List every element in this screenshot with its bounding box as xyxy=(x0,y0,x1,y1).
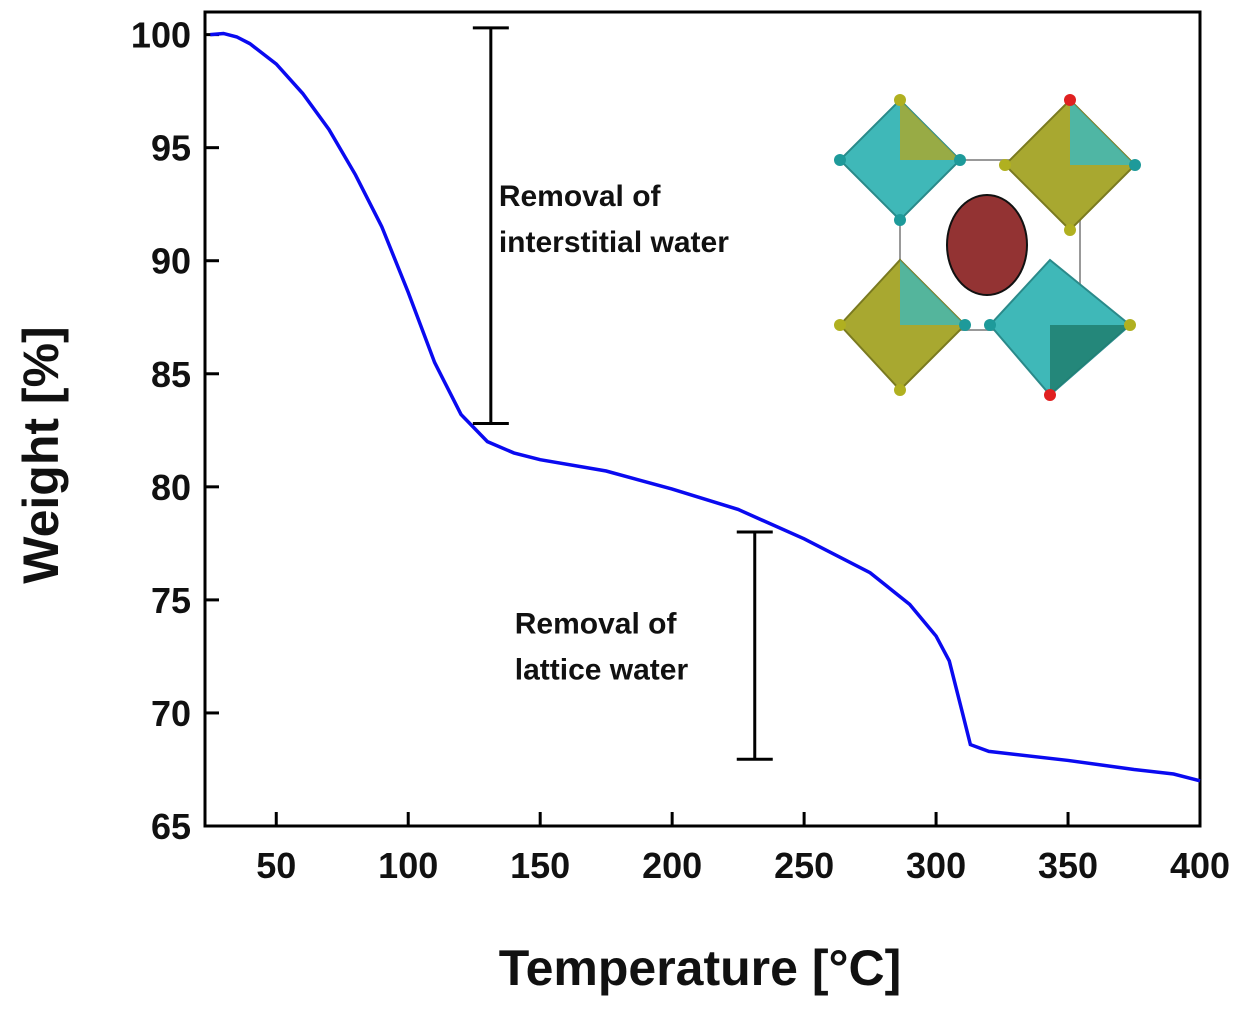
annotation-text: interstitial water xyxy=(499,226,729,259)
x-tick-label: 100 xyxy=(378,845,438,886)
y-tick-label: 75 xyxy=(151,580,191,621)
x-tick-label: 400 xyxy=(1170,845,1230,886)
y-tick-label: 85 xyxy=(151,354,191,395)
x-tick-label: 350 xyxy=(1038,845,1098,886)
y-tick-label: 95 xyxy=(151,128,191,169)
annotation-text: lattice water xyxy=(515,654,689,687)
x-tick-label: 150 xyxy=(510,845,570,886)
y-tick-label: 80 xyxy=(151,467,191,508)
x-tick-label: 50 xyxy=(256,845,296,886)
x-tick-label: 300 xyxy=(906,845,966,886)
y-tick-label: 100 xyxy=(131,15,191,56)
y-tick-label: 90 xyxy=(151,241,191,282)
x-tick-label: 200 xyxy=(642,845,702,886)
annotation-text: Removal of xyxy=(515,608,678,641)
y-tick-label: 70 xyxy=(151,693,191,734)
chart: Temperature [°C] Weight [%] 65 70 75 80 85 90… xyxy=(0,0,1252,1011)
x-tick-label: 250 xyxy=(774,845,834,886)
y-tick-label: 65 xyxy=(151,806,191,847)
x-axis-title: Temperature [°C] xyxy=(499,940,901,996)
crystal-inset xyxy=(834,94,1141,401)
annotation-text: Removal of xyxy=(499,180,662,213)
y-axis-title: Weight [%] xyxy=(13,326,69,583)
